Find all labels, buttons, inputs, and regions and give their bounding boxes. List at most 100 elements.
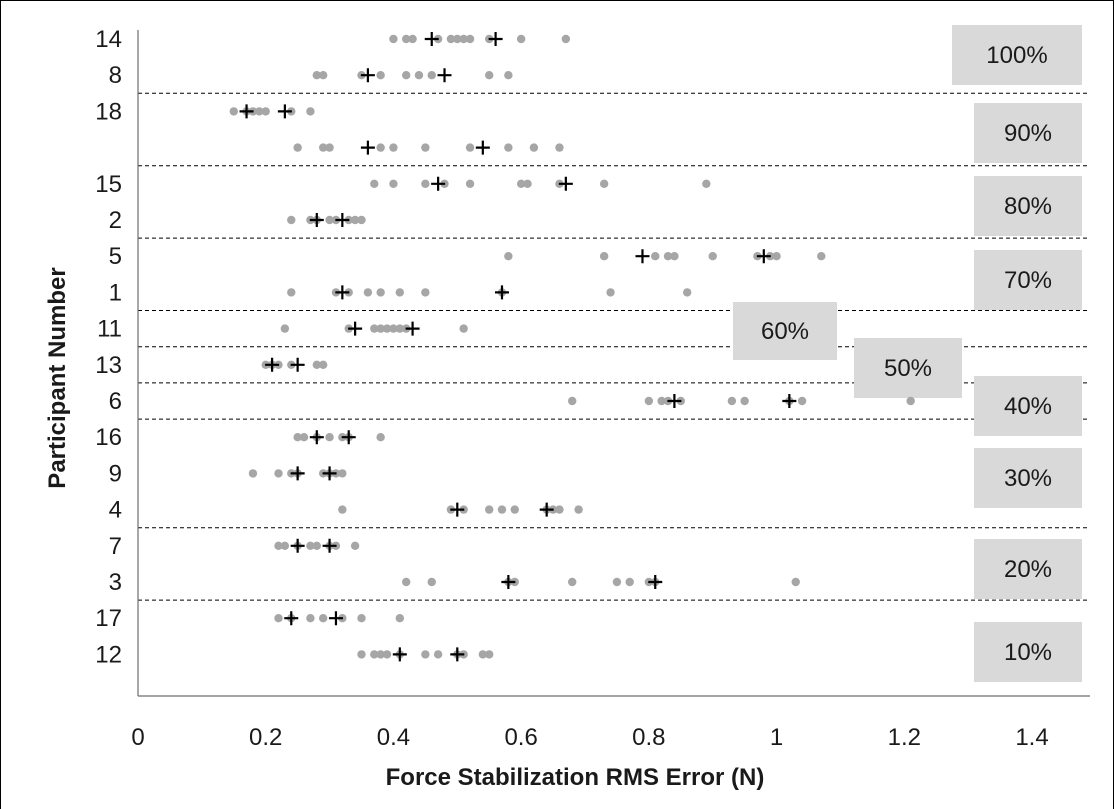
trial-point xyxy=(465,34,475,44)
group-label-box xyxy=(733,302,837,360)
mean-marker xyxy=(405,321,420,336)
y-axis-title: Participant Number xyxy=(44,267,71,488)
trial-point xyxy=(376,324,385,333)
trial-point xyxy=(325,143,334,152)
mean-marker xyxy=(290,538,305,553)
trial-point xyxy=(402,71,411,80)
trial-point xyxy=(389,324,398,333)
trial-point xyxy=(376,71,385,80)
participant-label: 13 xyxy=(95,352,122,379)
trial-point xyxy=(350,215,360,225)
mean-marker xyxy=(290,357,305,372)
mean-marker xyxy=(431,176,446,191)
trial-point xyxy=(370,650,379,659)
group-label-box xyxy=(974,176,1082,236)
participant-label: 17 xyxy=(95,605,122,632)
mean-marker xyxy=(501,575,516,589)
group-label-box xyxy=(974,539,1082,599)
participant-label: 5 xyxy=(109,243,122,270)
trial-point xyxy=(459,34,468,44)
trial-point xyxy=(478,650,488,659)
trial-point xyxy=(274,469,283,478)
trial-point xyxy=(402,577,411,587)
mean-marker xyxy=(322,538,337,553)
x-tick-label: 1.4 xyxy=(1015,724,1048,751)
trial-point xyxy=(670,252,679,261)
trial-point xyxy=(408,34,417,44)
trial-point xyxy=(382,650,392,659)
trial-point xyxy=(280,541,290,550)
trial-point xyxy=(312,360,321,369)
trial-point xyxy=(446,34,456,44)
x-tick-labels: 0 0.2 0.4 0.6 0.8 1 1.2 1.4 xyxy=(131,724,1048,751)
trial-point xyxy=(248,469,258,478)
trial-point xyxy=(287,288,296,297)
participant-label: 4 xyxy=(109,497,122,524)
trial-point xyxy=(312,71,321,80)
mean-marker xyxy=(782,394,797,408)
mean-marker xyxy=(558,176,573,191)
trial-point xyxy=(376,288,385,297)
mean-marker xyxy=(277,104,292,119)
trial-point xyxy=(421,288,430,297)
mean-marker xyxy=(648,575,663,589)
mean-marker xyxy=(341,430,356,445)
trial-point xyxy=(797,396,807,406)
trial-point xyxy=(555,143,564,152)
trial-point xyxy=(644,396,654,406)
mean-marker xyxy=(667,394,682,408)
trial-point xyxy=(625,577,634,587)
trial-point xyxy=(280,324,290,333)
trial-point xyxy=(516,34,526,44)
trial-point xyxy=(414,71,424,80)
trial-point xyxy=(504,252,513,261)
mean-marker xyxy=(239,104,254,119)
trial-point xyxy=(287,215,296,225)
trial-point xyxy=(363,288,373,297)
trial-point xyxy=(568,396,577,406)
group-label-box xyxy=(974,448,1082,508)
trial-point xyxy=(791,577,800,587)
group-label-box xyxy=(854,338,962,398)
group-label-box xyxy=(974,250,1082,310)
participant-label: 9 xyxy=(109,460,122,487)
group-label: 100% xyxy=(986,42,1047,69)
trial-point xyxy=(555,505,564,514)
mean-marker xyxy=(539,502,554,517)
mean-marker xyxy=(290,466,305,481)
trial-point xyxy=(612,577,622,587)
participant-label: 3 xyxy=(109,569,122,596)
participant-label: 6 xyxy=(109,388,122,415)
x-tick-label: 1 xyxy=(770,724,783,751)
group-label: 10% xyxy=(1004,639,1052,666)
trial-point xyxy=(459,324,468,333)
trial-point xyxy=(574,505,583,514)
x-tick-label: 0.2 xyxy=(249,724,282,751)
participant-label: 18 xyxy=(95,98,122,125)
participant-label: 14 xyxy=(95,26,122,53)
trial-point xyxy=(772,252,781,261)
trial-point xyxy=(312,541,321,550)
trial-point xyxy=(568,577,577,587)
trial-point xyxy=(370,324,379,333)
group-label: 30% xyxy=(1004,465,1052,492)
trial-point xyxy=(465,143,475,152)
trial-point xyxy=(255,107,264,116)
mean-marker xyxy=(335,285,350,300)
trial-point xyxy=(395,324,405,333)
trial-point xyxy=(402,34,411,44)
trial-point xyxy=(727,396,737,406)
group-label: 80% xyxy=(1004,193,1052,220)
x-tick-label: 1.2 xyxy=(888,724,921,751)
mean-marker xyxy=(360,140,375,155)
participant-label: 12 xyxy=(95,641,122,668)
group-label: 50% xyxy=(884,355,932,382)
group-label: 60% xyxy=(761,318,809,345)
trial-point xyxy=(395,288,405,297)
trial-point xyxy=(708,252,717,261)
mean-marker xyxy=(494,285,509,300)
trial-point xyxy=(599,179,609,188)
participant-label: 15 xyxy=(95,171,122,198)
